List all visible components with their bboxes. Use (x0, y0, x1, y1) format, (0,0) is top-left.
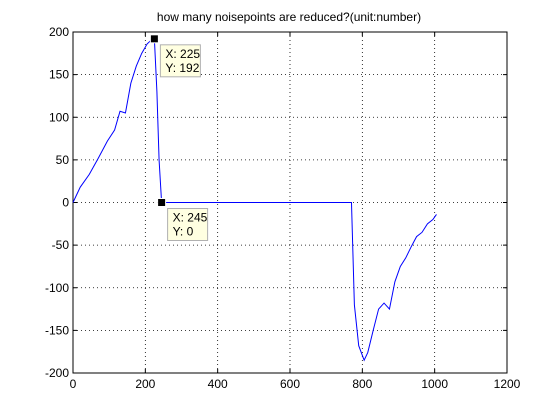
chart-title: how many noisepoints are reduced?(unit:n… (157, 10, 421, 24)
data-tip-box (159, 44, 201, 78)
y-tick-label: -150 (45, 323, 69, 337)
y-tick-label: 0 (62, 196, 69, 210)
x-tick-label: 1200 (494, 377, 521, 391)
data-tip-x-label: X: 225 (165, 47, 200, 61)
series-line (72, 38, 437, 362)
y-tick-label: 50 (56, 153, 70, 167)
data-tip-x-label: X: 245 (173, 211, 208, 225)
x-tick-label: 200 (135, 377, 155, 391)
y-tick-label: -200 (45, 366, 69, 380)
x-tick-label: 1000 (421, 377, 448, 391)
y-tick-label: 150 (49, 68, 69, 82)
series-layer (72, 38, 437, 362)
data-tip-marker[interactable] (149, 34, 159, 44)
x-tick-label: 400 (208, 377, 228, 391)
y-tick-label: 100 (49, 110, 69, 124)
data-tip-marker[interactable] (157, 198, 167, 207)
data-tip-box (167, 208, 209, 241)
x-tick-label: 600 (280, 377, 300, 391)
data-tip-y-label: Y: 0 (173, 225, 194, 239)
x-tick-label: 800 (352, 377, 372, 391)
x-tick-label: 0 (70, 377, 77, 391)
data-tip-y-label: Y: 192 (165, 61, 199, 75)
y-tick-label: -50 (52, 238, 70, 252)
y-tick-label: -100 (45, 281, 69, 295)
y-tick-label: 200 (49, 25, 69, 39)
